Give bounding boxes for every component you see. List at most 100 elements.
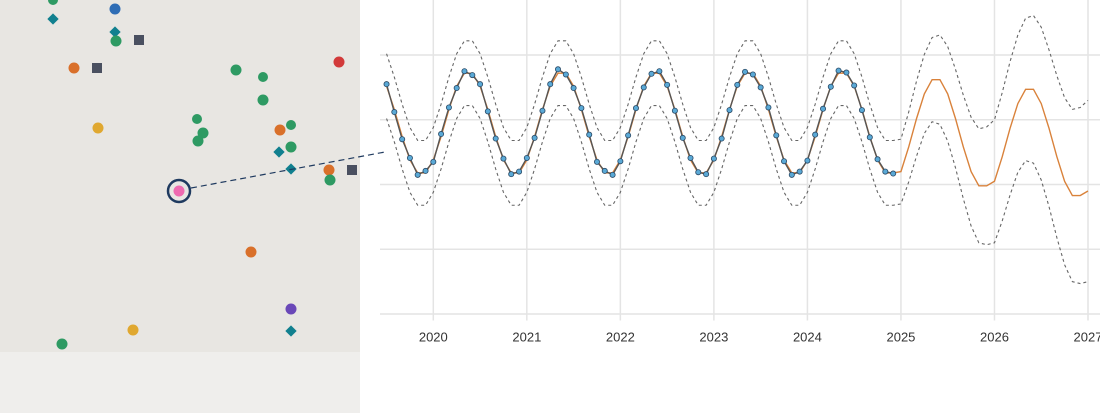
point[interactable] <box>285 303 297 315</box>
observed-point <box>827 83 834 90</box>
observed-point <box>734 81 741 88</box>
point[interactable] <box>286 120 296 130</box>
point[interactable] <box>47 13 59 25</box>
observed-point <box>679 134 686 141</box>
scatter-footer <box>0 352 360 413</box>
x-tick-label: 2020 <box>419 329 448 344</box>
selection-ring <box>166 178 192 204</box>
point[interactable] <box>285 325 297 337</box>
observed-point <box>648 70 655 77</box>
observed-point <box>781 158 788 165</box>
point[interactable] <box>245 246 257 258</box>
observed-point <box>601 167 608 174</box>
point[interactable] <box>258 72 268 82</box>
observed-point <box>773 132 780 139</box>
x-tick-label: 2025 <box>886 329 915 344</box>
observed-point <box>523 154 530 161</box>
observed-point <box>461 68 468 75</box>
point[interactable] <box>68 62 80 74</box>
point[interactable] <box>110 35 122 47</box>
point[interactable] <box>127 324 139 336</box>
observed-point <box>664 81 671 88</box>
observed-point <box>726 107 733 114</box>
observed-point <box>453 85 460 92</box>
observed-point <box>656 68 663 75</box>
observed-point <box>492 135 499 142</box>
point[interactable] <box>48 0 58 5</box>
observed-point <box>578 105 585 112</box>
observed-point <box>625 132 632 139</box>
point[interactable] <box>192 114 202 124</box>
observed-point <box>570 85 577 92</box>
point[interactable] <box>92 63 102 73</box>
interval-line <box>386 104 1089 285</box>
observed-point <box>391 109 398 116</box>
point[interactable] <box>230 64 242 76</box>
point[interactable] <box>257 94 269 106</box>
point[interactable] <box>347 165 357 175</box>
x-tick-label: 2022 <box>606 329 635 344</box>
observed-point <box>882 168 889 175</box>
observed-point <box>414 171 421 178</box>
observed-point <box>796 168 803 175</box>
point[interactable] <box>323 164 335 176</box>
point[interactable] <box>273 146 285 158</box>
point[interactable] <box>285 141 297 153</box>
observed-point <box>531 134 538 141</box>
point[interactable] <box>109 3 121 15</box>
point[interactable] <box>324 174 336 186</box>
point[interactable] <box>56 338 68 350</box>
observed-point <box>718 135 725 142</box>
observed-point <box>617 158 624 165</box>
observed-point <box>593 158 600 165</box>
observed-point <box>874 156 881 163</box>
observed-point <box>383 81 390 88</box>
observed-point <box>866 134 873 141</box>
observed-point <box>812 131 819 138</box>
observed-point <box>469 72 476 79</box>
observed-point <box>562 71 569 78</box>
scatter-panel <box>0 0 360 352</box>
observed-point <box>430 158 437 165</box>
interval-line <box>386 14 1089 142</box>
grid <box>380 0 1100 321</box>
observed-point <box>508 171 515 178</box>
plot-area <box>383 14 1089 285</box>
observed-point <box>890 170 897 177</box>
scatter-points <box>47 0 357 350</box>
point[interactable] <box>333 56 345 68</box>
observed-point <box>671 107 678 114</box>
observed-point <box>742 68 749 75</box>
observed-point <box>757 84 764 91</box>
observed-point <box>547 81 554 88</box>
x-tick-label: 2027 <box>1074 329 1100 344</box>
observed-point <box>765 104 772 111</box>
observed-point <box>710 155 717 162</box>
point[interactable] <box>134 35 144 45</box>
observed-point <box>445 104 452 111</box>
x-axis: 2020 2021 2022 2023 2024 2025 2026 2027 <box>419 329 1100 344</box>
observed-point <box>554 66 561 73</box>
observed-point <box>477 81 484 88</box>
observed-point <box>640 84 647 91</box>
observed-point <box>843 69 850 76</box>
observed-point <box>539 107 546 114</box>
observed-point <box>858 107 865 114</box>
observed-point <box>835 67 842 74</box>
point[interactable] <box>92 122 104 134</box>
connector-line <box>190 151 386 189</box>
point[interactable] <box>274 124 286 136</box>
observed-point <box>851 82 858 89</box>
observed-point <box>406 154 413 161</box>
observed-point <box>695 169 702 176</box>
x-tick-label: 2026 <box>980 329 1009 344</box>
observed-point <box>484 108 491 115</box>
observed-point <box>586 131 593 138</box>
point[interactable] <box>192 135 204 147</box>
observed-line <box>385 68 894 176</box>
point[interactable] <box>197 127 209 139</box>
observed-point <box>804 157 811 164</box>
selected-point[interactable] <box>173 185 185 197</box>
x-tick-label: 2023 <box>699 329 728 344</box>
